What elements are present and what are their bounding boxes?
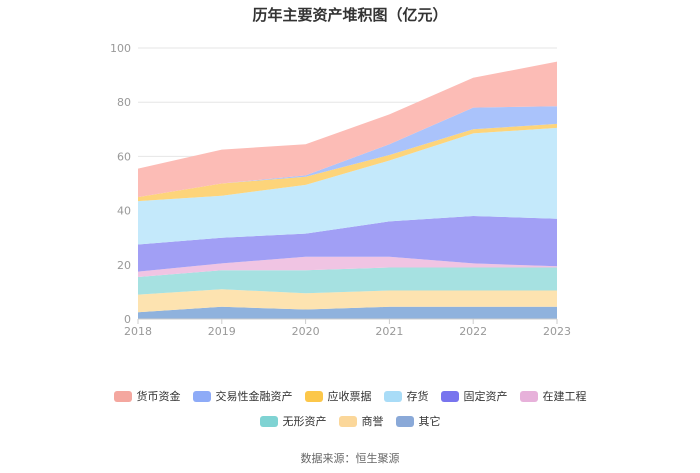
chart-title: 历年主要资产堆积图（亿元） <box>252 6 448 24</box>
area-series-商誉 <box>138 289 557 313</box>
legend-label: 应收票据 <box>327 390 372 403</box>
chart-legend: 货币资金 交易性金融资产 应收票据 存货 固定资产 在建工程 无形资产 商誉 其它 <box>0 388 700 438</box>
legend-label: 无形资产 <box>282 415 327 428</box>
area-series-无形资产 <box>138 267 557 295</box>
data-source-note: 数据来源：恒生聚源 <box>300 452 400 465</box>
legend-item[interactable]: 其它 <box>395 413 441 429</box>
y-tick-label: 80 <box>117 96 131 109</box>
y-tick-label: 100 <box>110 42 131 55</box>
area-series-货币资金 <box>138 61 557 198</box>
legend-item[interactable]: 货币资金 <box>113 388 181 404</box>
legend-item[interactable]: 在建工程 <box>519 388 587 404</box>
legend-row: 货币资金 交易性金融资产 应收票据 存货 固定资产 在建工程 <box>0 388 700 404</box>
legend-label: 货币资金 <box>136 390 181 403</box>
x-tick-label: 2021 <box>375 325 403 338</box>
legend-swatch <box>259 415 278 427</box>
legend-item[interactable]: 商誉 <box>338 413 384 429</box>
legend-label: 存货 <box>406 390 429 403</box>
y-tick-label: 40 <box>117 205 131 218</box>
legend-swatch <box>304 390 323 402</box>
legend-label: 在建工程 <box>542 390 587 403</box>
legend-item[interactable]: 无形资产 <box>259 413 327 429</box>
x-tick-label: 2019 <box>208 325 236 338</box>
legend-label: 交易性金融资产 <box>215 390 293 403</box>
y-tick-label: 20 <box>117 259 131 272</box>
legend-swatch <box>519 390 538 402</box>
area-series-固定资产 <box>138 216 557 272</box>
y-tick-label: 60 <box>117 150 131 163</box>
legend-row: 无形资产 商誉 其它 <box>0 413 700 429</box>
area-series-在建工程 <box>138 256 557 277</box>
area-series-交易性金融资产 <box>138 106 557 198</box>
legend-item[interactable]: 交易性金融资产 <box>192 388 293 404</box>
legend-item[interactable]: 存货 <box>383 388 429 404</box>
legend-swatch <box>440 390 459 402</box>
x-tick-label: 2020 <box>292 325 320 338</box>
x-tick-label: 2022 <box>459 325 487 338</box>
legend-swatch <box>338 415 357 427</box>
legend-label: 固定资产 <box>463 390 508 403</box>
area-series-应收票据 <box>138 123 557 202</box>
legend-swatch <box>383 390 402 402</box>
legend-label: 其它 <box>418 415 441 428</box>
legend-item[interactable]: 固定资产 <box>440 388 508 404</box>
y-tick-label: 0 <box>124 313 131 326</box>
area-series-存货 <box>138 127 557 245</box>
area-series-其它 <box>138 306 557 319</box>
x-tick-label: 2018 <box>124 325 152 338</box>
x-tick-label: 2023 <box>543 325 571 338</box>
legend-swatch <box>192 390 211 402</box>
legend-swatch <box>113 390 132 402</box>
legend-label: 商誉 <box>361 415 384 428</box>
legend-swatch <box>395 415 414 427</box>
legend-item[interactable]: 应收票据 <box>304 388 372 404</box>
